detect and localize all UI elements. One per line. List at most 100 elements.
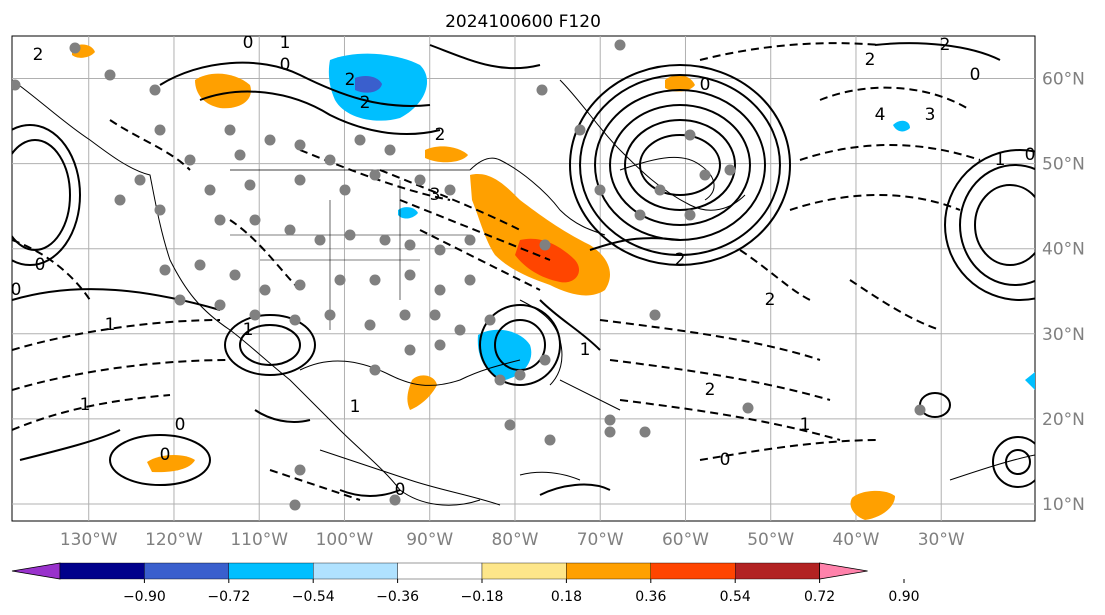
colorbar-segment (735, 562, 820, 580)
station-dot (354, 134, 366, 146)
contour-label: 0 (11, 280, 22, 300)
contour-label: 1 (105, 315, 116, 335)
latitude-label: 20°N (1042, 410, 1085, 430)
station-dot (389, 494, 401, 506)
colorbar-tick-label: 0.18 (551, 589, 582, 605)
longitude-label: 90°W (406, 530, 453, 550)
contour-label: 3 (925, 105, 936, 125)
shade-cyan-edge (1025, 372, 1035, 390)
station-dot (234, 149, 246, 161)
colorbar-segment (228, 562, 314, 580)
contour-label: 1 (995, 150, 1006, 170)
observation-points (12, 39, 926, 511)
station-dot (614, 39, 626, 51)
colorbar-tick-labels: −0.90 −0.72 −0.54 −0.36 −0.18 0.18 0.36 0.54 0.7… (123, 579, 920, 605)
colorbar-tick-label: −0.54 (292, 589, 335, 605)
station-dot (249, 214, 261, 226)
colorbar-tick-label: −0.36 (376, 589, 419, 605)
contour-label: 2 (765, 290, 776, 310)
station-dot (684, 129, 696, 141)
station-dot (404, 344, 416, 356)
station-dot (369, 364, 381, 376)
shade-orange-canada-west (195, 73, 251, 109)
station-dot (539, 354, 551, 366)
station-dot (464, 234, 476, 246)
station-dot (324, 309, 336, 321)
colorbar-tick-label: 0.90 (888, 589, 919, 605)
latitude-label: 40°N (1042, 240, 1085, 260)
station-dot (444, 184, 456, 196)
longitude-label: 100°W (316, 530, 374, 550)
station-dot (724, 164, 736, 176)
station-dot (369, 169, 381, 181)
latitude-label: 10°N (1042, 495, 1085, 515)
contour-label: 3 (430, 185, 441, 205)
contour-label: 0 (1025, 145, 1036, 165)
station-dot (544, 434, 556, 446)
shade-red-northeast-us (515, 238, 580, 283)
longitude-label: 120°W (145, 530, 203, 550)
station-dot (414, 174, 426, 186)
latitude-label: 60°N (1042, 70, 1085, 90)
station-dot (434, 339, 446, 351)
shade-blue-canada (355, 76, 382, 93)
colorbar-tick-label: −0.90 (123, 589, 166, 605)
station-dot (229, 269, 241, 281)
colorbar-extend-max (819, 562, 868, 580)
station-dot (914, 404, 926, 416)
station-dot (154, 204, 166, 216)
station-dot (604, 426, 616, 438)
station-dot (294, 174, 306, 186)
longitude-label: 130°W (60, 530, 118, 550)
contour-label: 4 (875, 105, 886, 125)
shaded-anomalies (72, 44, 1035, 520)
shade-orange-atlantic-south (850, 490, 895, 520)
longitude-label: 60°W (662, 530, 709, 550)
station-dot (284, 224, 296, 236)
station-dot (259, 284, 271, 296)
station-dot (536, 84, 548, 96)
station-dot (134, 174, 146, 186)
colorbar-segment (397, 562, 483, 580)
station-dot (204, 184, 216, 196)
longitude-labels: 130°W 120°W 110°W 100°W 90°W 80°W 70°W 60°W 50°W… (60, 530, 965, 550)
longitude-label: 40°W (832, 530, 879, 550)
station-dot (484, 314, 496, 326)
contour-label: 2 (675, 250, 686, 270)
station-dot (159, 264, 171, 276)
station-dot (454, 324, 466, 336)
contour-label: 1 (80, 395, 91, 415)
contour-label: 1 (350, 397, 361, 417)
station-dot (289, 314, 301, 326)
station-dot (654, 184, 666, 196)
shade-orange-pacific (147, 454, 195, 473)
station-dot (504, 419, 516, 431)
contour-label: 2 (360, 93, 371, 113)
shade-cyan-atlantic (893, 120, 910, 132)
station-dot (384, 144, 396, 156)
colorbar-tick-label: 0.54 (720, 589, 751, 605)
longitude-label: 80°W (491, 530, 538, 550)
colorbar-segment (59, 562, 145, 580)
station-dot (174, 294, 186, 306)
colorbar-segments (11, 562, 868, 580)
station-dot (494, 374, 506, 386)
contour-label: 1 (580, 340, 591, 360)
colorbar-tick-label: 0.36 (635, 589, 666, 605)
colorbar-tick-label: −0.18 (461, 589, 504, 605)
colorbar-tick-label: −0.72 (207, 589, 250, 605)
station-dot (154, 124, 166, 136)
contour-label: 0 (700, 75, 711, 95)
contour-label: 0 (280, 55, 291, 75)
station-dot (649, 309, 661, 321)
contour-label: 1 (280, 33, 291, 53)
longitude-label: 30°W (918, 530, 965, 550)
contour-label: 1 (243, 320, 254, 340)
contours-dashed (12, 42, 981, 501)
station-dot (194, 259, 206, 271)
station-dot (699, 169, 711, 181)
shade-cyan-lakes (398, 207, 418, 219)
station-dot (149, 84, 161, 96)
contour-label: 0 (175, 415, 186, 435)
